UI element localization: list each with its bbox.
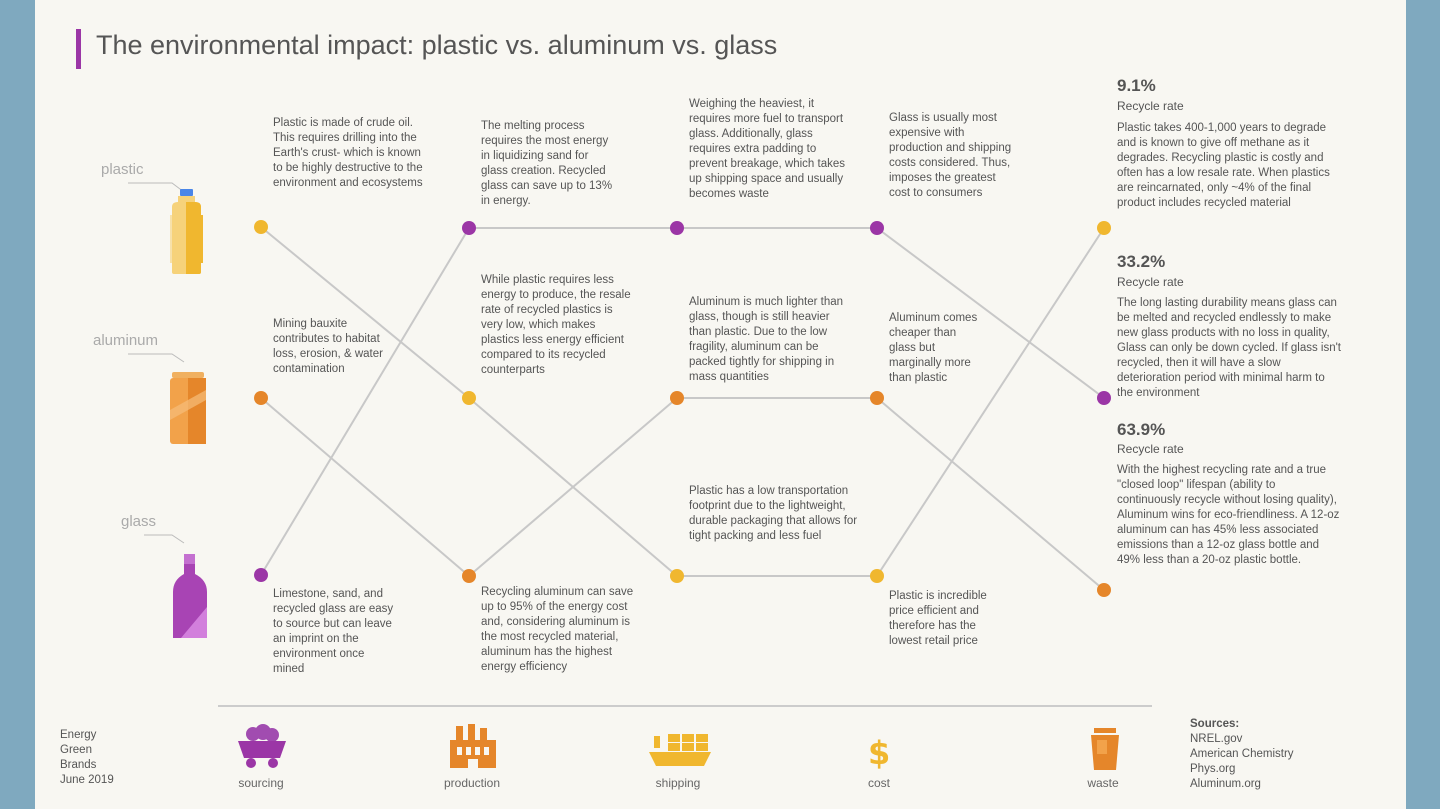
glass-path-4: [876, 227, 1105, 399]
source-item: American Chemistry: [1190, 748, 1294, 760]
recycle-rate-glass: 33.2%: [1117, 252, 1166, 271]
source-item: NREL.gov: [1190, 733, 1243, 745]
plastic-bottle-icon: [170, 189, 203, 274]
node-sourcing-aluminum: [254, 391, 268, 405]
credit-line: Energy: [60, 729, 97, 741]
svg-text:$: $: [868, 734, 890, 770]
recycle-rate-label-plastic: Recycle rate: [1117, 99, 1184, 113]
trash-bin-icon: [1091, 728, 1119, 770]
recycle-rate-label-aluminum: Recycle rate: [1117, 442, 1184, 456]
aluminum-can-icon: [170, 372, 206, 444]
page-title: The environmental impact: plastic vs. al…: [96, 30, 778, 60]
dollar-icon: $: [868, 734, 890, 770]
node-sourcing-glass: [254, 568, 268, 582]
stage-label-cost: cost: [867, 776, 890, 790]
footer-divider: [218, 705, 1152, 707]
cargo-ship-icon: [649, 734, 711, 766]
plastic-path-4: [876, 227, 1105, 577]
text-cost-aluminum: Aluminum comes cheaper than glass but ma…: [889, 312, 978, 384]
node-cost-aluminum: [870, 391, 884, 405]
source-item: Phys.org: [1190, 763, 1236, 775]
recycle-rate-label-glass: Recycle rate: [1117, 275, 1184, 289]
node-production-aluminum: [462, 569, 476, 583]
stage-label-waste: waste: [1087, 776, 1119, 790]
node-production-glass: [462, 221, 476, 235]
source-item: Aluminum.org: [1190, 778, 1261, 790]
glass-path-1: [260, 227, 470, 576]
text-shipping-plastic: Plastic has a low transportation footpri…: [689, 485, 858, 542]
text-waste-plastic: Plastic takes 400-1,000 years to degrade…: [1117, 122, 1330, 209]
text-waste-aluminum: With the highest recycling rate and a tr…: [1117, 464, 1340, 566]
aluminum-path-1: [260, 397, 470, 577]
text-waste-glass: The long lasting durability means glass …: [1117, 297, 1341, 399]
text-production-plastic: While plastic requires less energy to pr…: [481, 274, 631, 376]
credit-line: June 2019: [60, 774, 114, 786]
text-sourcing-aluminum: Mining bauxite contributes to habitat lo…: [273, 318, 383, 375]
sources-heading: Sources:: [1190, 718, 1240, 730]
glass-bottle-icon: [173, 554, 207, 638]
text-production-aluminum: Recycling aluminum can save up to 95% of…: [481, 586, 634, 673]
sources-block: Sources: NREL.gov American Chemistry Phy…: [1190, 717, 1294, 792]
stage-label-production: production: [443, 776, 501, 790]
node-waste-aluminum: [1097, 583, 1111, 597]
text-sourcing-plastic: Plastic is made of crude oil. This requi…: [273, 117, 423, 189]
text-cost-glass: Glass is usually most expensive with pro…: [889, 112, 1012, 199]
node-shipping-glass: [670, 221, 684, 235]
material-label-aluminum: aluminum: [93, 332, 159, 349]
node-cost-glass: [870, 221, 884, 235]
text-production-glass: The melting process requires the most en…: [481, 120, 613, 207]
stage-label-sourcing: sourcing: [238, 776, 284, 790]
text-shipping-glass: Weighing the heaviest, it requires more …: [689, 98, 845, 200]
text-shipping-aluminum: Aluminum is much lighter than glass, tho…: [689, 296, 844, 383]
plastic-path-1: [260, 226, 470, 399]
credit-line: Brands: [60, 759, 97, 771]
title-accent-bar: [76, 29, 81, 69]
aluminum-path-4: [876, 397, 1105, 591]
mine-cart-icon: [238, 724, 286, 768]
node-cost-plastic: [870, 569, 884, 583]
plastic-leader: [128, 182, 185, 193]
stage-label-shipping: shipping: [655, 776, 701, 790]
recycle-rate-aluminum: 63.9%: [1117, 420, 1166, 439]
factory-icon: [450, 724, 496, 768]
aluminum-path-2: [468, 397, 678, 577]
node-production-plastic: [462, 391, 476, 405]
node-sourcing-plastic: [254, 220, 268, 234]
text-sourcing-glass: Limestone, sand, and recycled glass are …: [273, 588, 394, 675]
text-cost-plastic: Plastic is incredible price efficient an…: [889, 590, 987, 647]
material-label-plastic: plastic: [101, 161, 144, 178]
recycle-rate-plastic: 9.1%: [1117, 76, 1156, 95]
material-label-glass: glass: [121, 513, 157, 530]
glass-leader: [144, 534, 185, 544]
node-waste-plastic: [1097, 221, 1111, 235]
credit-block: Energy Green Brands June 2019: [60, 728, 114, 788]
node-shipping-plastic: [670, 569, 684, 583]
credit-line: Green: [60, 744, 92, 756]
aluminum-leader: [128, 353, 185, 363]
node-shipping-aluminum: [670, 391, 684, 405]
node-waste-glass: [1097, 391, 1111, 405]
